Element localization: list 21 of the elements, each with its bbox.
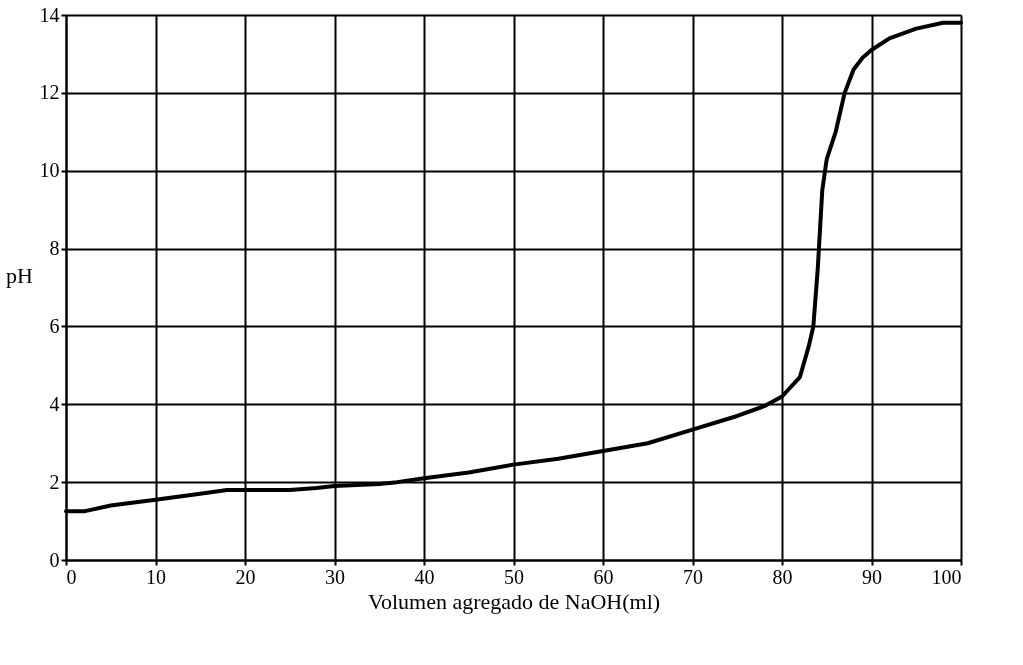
x-tick-label: 50 xyxy=(504,565,524,588)
y-tick-label: 4 xyxy=(49,392,60,415)
y-tick-label: 12 xyxy=(39,81,60,104)
x-tick-label: 70 xyxy=(683,565,703,588)
y-tick-label: 6 xyxy=(49,314,60,337)
y-tick-label: 14 xyxy=(39,3,60,26)
x-tick-label: 100 xyxy=(931,565,962,588)
y-tick-label: 0 xyxy=(49,548,60,571)
y-tick-label: 10 xyxy=(39,159,60,182)
y-tick-label: 8 xyxy=(49,237,60,260)
x-tick-label: 80 xyxy=(772,565,793,588)
x-tick-label: 20 xyxy=(235,565,256,588)
x-tick-label: 0 xyxy=(66,565,77,588)
y-tick-label: 2 xyxy=(49,470,60,493)
x-tick-label: 60 xyxy=(593,565,614,588)
x-tick-label: 40 xyxy=(414,565,435,588)
x-tick-label: 10 xyxy=(146,565,166,588)
x-tick-label: 90 xyxy=(862,565,882,588)
x-axis-title: Volumen agregado de NaOH(ml) xyxy=(367,588,661,614)
x-tick-label: 30 xyxy=(325,565,345,588)
y-axis-title: pH xyxy=(6,263,34,288)
